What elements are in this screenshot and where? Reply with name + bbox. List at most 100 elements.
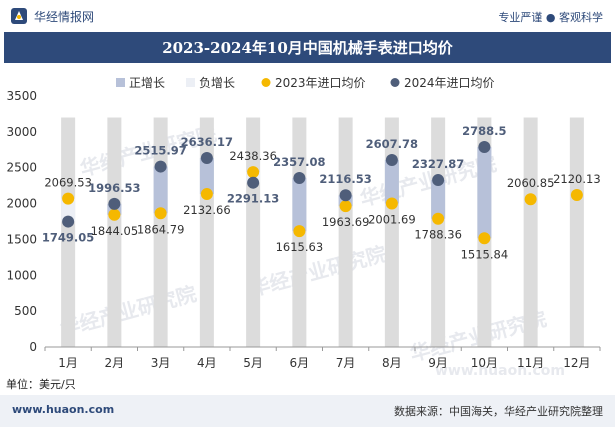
- point-2023: [293, 225, 306, 238]
- point-2024: [154, 160, 167, 173]
- decrease-bar: [61, 198, 76, 222]
- point-2023: [432, 212, 445, 225]
- point-2023: [570, 188, 583, 201]
- increase-bar: [292, 177, 307, 232]
- label-2024: 1749.05: [42, 231, 94, 245]
- label-2024: 2327.87: [412, 157, 464, 171]
- x-tick-label: 2月: [105, 356, 125, 370]
- y-tick-label: 3500: [6, 89, 37, 103]
- legend-marker: [261, 78, 271, 87]
- point-2024: [293, 171, 306, 184]
- point-2024: [247, 176, 260, 189]
- point-2024: [478, 141, 491, 154]
- point-2023: [247, 166, 260, 179]
- legend-marker: [390, 78, 400, 87]
- legend-label: 正增长: [129, 76, 165, 90]
- watermark-text: 华经产业研究院: [57, 282, 198, 341]
- legend-item-4: 2024年进口均价: [390, 76, 495, 90]
- point-2023: [108, 208, 121, 221]
- footer-source: 数据来源：中国海关，华经产业研究院整理: [394, 405, 603, 418]
- y-tick-label: 1000: [6, 268, 37, 282]
- x-tick-label: 6月: [290, 356, 310, 370]
- category-column: [61, 117, 76, 347]
- label-2024: 2607.78: [366, 137, 418, 151]
- x-tick-label: 5月: [243, 356, 263, 370]
- x-tick-label: 1月: [58, 356, 78, 370]
- point-2023: [478, 232, 491, 245]
- brand-name: 华经情报网: [34, 9, 95, 24]
- category-column: [338, 117, 353, 347]
- label-2023: 1864.79: [137, 222, 185, 236]
- point-2023: [62, 192, 75, 205]
- category-column: [107, 117, 122, 347]
- category-column: [384, 117, 399, 347]
- x-tick-label: 11月: [517, 356, 544, 370]
- footer-url[interactable]: www.huaon.com: [12, 403, 115, 416]
- label-2023: 2060.85: [507, 176, 555, 190]
- x-tick-label: 9月: [428, 356, 448, 370]
- y-tick-label: 1500: [6, 232, 37, 246]
- label-2024: 2116.53: [319, 172, 371, 186]
- point-2024: [62, 215, 75, 228]
- point-2024: [385, 153, 398, 166]
- top-bar: 华经情报网 专业严谨 ● 客观科学: [0, 0, 615, 32]
- point-2024: [108, 197, 121, 210]
- legend-swatch: [116, 78, 125, 87]
- increase-bar: [384, 159, 399, 204]
- point-2023: [339, 200, 352, 213]
- label-2023: 1515.84: [461, 247, 509, 261]
- label-2024: 1996.53: [88, 181, 140, 195]
- label-2023: 2132.66: [183, 203, 231, 217]
- y-tick-label: 3000: [6, 125, 37, 139]
- x-tick-label: 4月: [197, 356, 217, 370]
- brand-logo-icon: [11, 8, 27, 24]
- legend-item-3: 2023年进口均价: [261, 76, 366, 90]
- label-2023: 1963.69: [322, 215, 370, 229]
- increase-bar: [153, 166, 168, 214]
- label-2023: 1615.63: [276, 240, 324, 254]
- legend-swatch: [186, 78, 195, 87]
- label-2023: 2438.36: [229, 149, 277, 163]
- point-2023: [154, 207, 167, 220]
- x-tick-label: 10月: [471, 356, 498, 370]
- increase-bar: [431, 180, 446, 219]
- label-2024: 2788.5: [462, 124, 506, 138]
- point-2024: [200, 151, 213, 164]
- label-2024: 2636.17: [181, 135, 233, 149]
- label-2023: 1788.36: [414, 228, 462, 242]
- chart: 华经产业研究院华经产业研究院华经产业研究院华经产业研究院华经产业研究院www.h…: [6, 76, 601, 379]
- point-2024: [432, 174, 445, 187]
- footer: www.huaon.com 数据来源：中国海关，华经产业研究院整理: [0, 395, 615, 427]
- x-tick-label: 12月: [563, 356, 590, 370]
- increase-bar: [199, 157, 214, 195]
- legend-label: 2023年进口均价: [275, 76, 366, 90]
- legend-label: 2024年进口均价: [404, 76, 495, 90]
- label-2024: 2291.13: [227, 192, 279, 206]
- brand: 华经情报网: [10, 7, 94, 25]
- label-2024: 2515.97: [134, 144, 186, 158]
- label-2023: 2069.53: [44, 176, 92, 190]
- category-column: [431, 117, 446, 347]
- label-2024: 2357.08: [273, 155, 325, 169]
- y-tick-label: 2000: [6, 197, 37, 211]
- x-tick-label: 7月: [336, 356, 356, 370]
- point-2024: [339, 189, 352, 202]
- y-tick-label: 0: [29, 340, 37, 354]
- increase-bar: [477, 147, 492, 239]
- legend-item-1: 正增长: [116, 76, 165, 90]
- unit-label: 单位：美元/只: [6, 378, 76, 391]
- point-2023: [524, 193, 537, 206]
- label-2023: 1844.05: [91, 224, 139, 238]
- chart-title: 2023-2024年10月中国机械手表进口均价: [4, 32, 611, 63]
- legend-label: 负增长: [199, 76, 235, 90]
- legend-item-2: 负增长: [186, 76, 235, 90]
- y-tick-label: 500: [14, 304, 37, 318]
- label-2023: 2001.69: [368, 212, 416, 226]
- x-tick-label: 3月: [151, 356, 171, 370]
- point-2023: [200, 188, 213, 201]
- category-column: [523, 117, 538, 347]
- y-tick-label: 2500: [6, 161, 37, 175]
- chart-legend: 正增长 负增长 2023年进口均价 2024年进口均价: [116, 76, 495, 90]
